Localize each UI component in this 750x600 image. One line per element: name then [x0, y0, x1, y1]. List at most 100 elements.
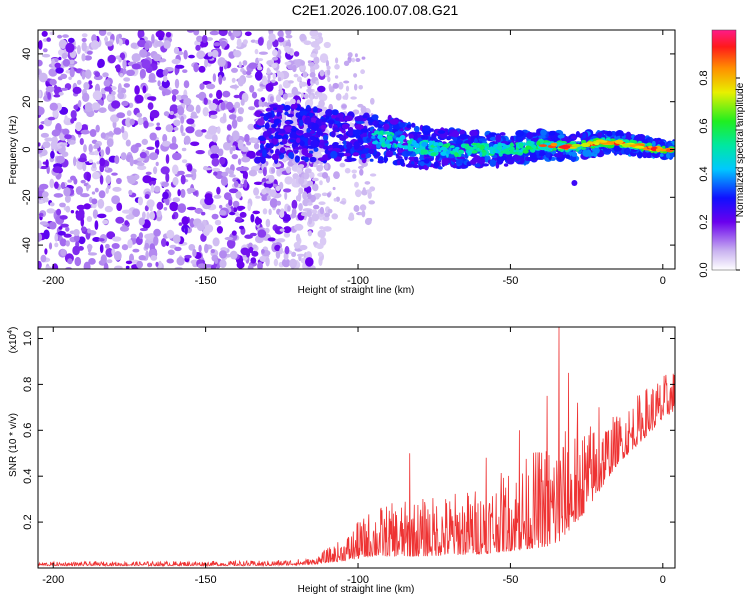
- noise-blob: [97, 213, 107, 219]
- noise-blob: [125, 214, 135, 220]
- noise-blob: [99, 244, 104, 254]
- noise-blob: [58, 56, 62, 61]
- noise-blob: [318, 99, 325, 108]
- noise-blob: [94, 71, 101, 78]
- noise-blob: [144, 194, 150, 199]
- noise-blob: [106, 138, 114, 148]
- noise-blob: [54, 181, 59, 189]
- noise-blob: [216, 186, 221, 195]
- noise-blob: [229, 211, 236, 216]
- noise-blob: [100, 254, 107, 264]
- snr-scale-exp: 4: [7, 330, 14, 334]
- noise-blob: [269, 198, 278, 208]
- noise-blob: [206, 83, 216, 90]
- ridge-blob: [492, 149, 496, 154]
- ridge-blob: [537, 146, 541, 149]
- noise-blob: [310, 41, 320, 48]
- ridge-blob: [428, 149, 434, 152]
- noise-blob: [59, 202, 66, 208]
- noise-blob: [217, 57, 226, 67]
- noise-blob: [284, 191, 288, 200]
- noise-blob: [59, 238, 67, 247]
- noise-blob: [94, 143, 100, 149]
- noise-blob: [144, 242, 150, 250]
- signal-blob: [310, 130, 316, 135]
- noise-blob: [350, 96, 357, 100]
- noise-blob: [252, 210, 260, 215]
- signal-blob: [348, 157, 357, 162]
- noise-blob: [150, 255, 158, 261]
- noise-blob: [268, 33, 276, 42]
- signal-blob: [500, 140, 509, 144]
- signal-blob: [286, 113, 294, 118]
- noise-blob: [68, 37, 75, 44]
- noise-blob: [353, 73, 358, 78]
- noise-blob: [247, 123, 255, 131]
- noise-blob: [118, 38, 123, 46]
- signal-blob: [441, 157, 448, 166]
- noise-blob: [103, 262, 109, 269]
- noise-blob: [315, 243, 324, 250]
- ridge-blob: [371, 135, 376, 139]
- noise-blob: [147, 96, 156, 101]
- snr-xlabel: Height of straight line (km): [298, 584, 415, 595]
- noise-blob: [235, 212, 240, 217]
- noise-blob: [169, 244, 177, 249]
- noise-blob: [146, 199, 155, 208]
- noise-blob: [354, 83, 358, 91]
- noise-blob: [242, 70, 248, 75]
- noise-blob: [254, 70, 263, 81]
- noise-blob: [116, 202, 123, 211]
- signal-blob: [262, 131, 269, 138]
- noise-blob: [144, 205, 149, 212]
- noise-blob: [112, 236, 122, 242]
- signal-blob: [485, 134, 491, 139]
- noise-blob: [250, 257, 257, 264]
- noise-blob: [175, 64, 185, 69]
- noise-blob: [44, 248, 48, 255]
- noise-blob: [269, 189, 277, 198]
- noise-blob: [267, 79, 271, 84]
- signal-blob: [309, 117, 318, 122]
- noise-blob: [76, 79, 82, 85]
- noise-blob: [226, 238, 236, 249]
- ridge-blob: [445, 150, 451, 155]
- signal-blob: [312, 106, 318, 113]
- noise-blob: [137, 117, 144, 126]
- noise-blob: [293, 241, 301, 249]
- noise-blob: [319, 236, 327, 246]
- noise-blob: [303, 40, 312, 46]
- noise-blob: [161, 79, 170, 89]
- noise-blob: [187, 104, 195, 112]
- noise-blob: [293, 73, 299, 78]
- noise-blob: [176, 94, 183, 101]
- noise-blob: [38, 260, 42, 269]
- ridge-blob: [416, 149, 423, 153]
- noise-blob: [352, 109, 360, 115]
- noise-blob: [58, 39, 68, 50]
- signal-blob: [266, 112, 273, 118]
- noise-blob: [211, 167, 221, 172]
- noise-blob: [42, 53, 51, 58]
- noise-blob: [195, 44, 201, 51]
- noise-blob: [162, 91, 166, 97]
- noise-blob: [183, 135, 191, 145]
- noise-blob: [319, 180, 323, 186]
- y-tick-label: 0: [21, 146, 33, 152]
- signal-blob: [475, 163, 481, 168]
- signal-blob: [459, 134, 468, 140]
- y-tick-label: 0.6: [22, 423, 34, 438]
- noise-blob: [216, 226, 223, 234]
- noise-blob: [201, 129, 207, 133]
- signal-blob: [557, 134, 565, 139]
- noise-blob: [250, 39, 256, 43]
- noise-blob: [38, 142, 41, 147]
- noise-blob: [368, 200, 376, 205]
- hotspot-blob: [580, 142, 591, 148]
- noise-blob: [267, 237, 276, 242]
- noise-blob: [333, 198, 337, 202]
- signal-blob: [469, 129, 478, 137]
- signal-blob: [339, 136, 347, 141]
- noise-blob: [202, 107, 209, 117]
- ridge-blob: [428, 140, 433, 145]
